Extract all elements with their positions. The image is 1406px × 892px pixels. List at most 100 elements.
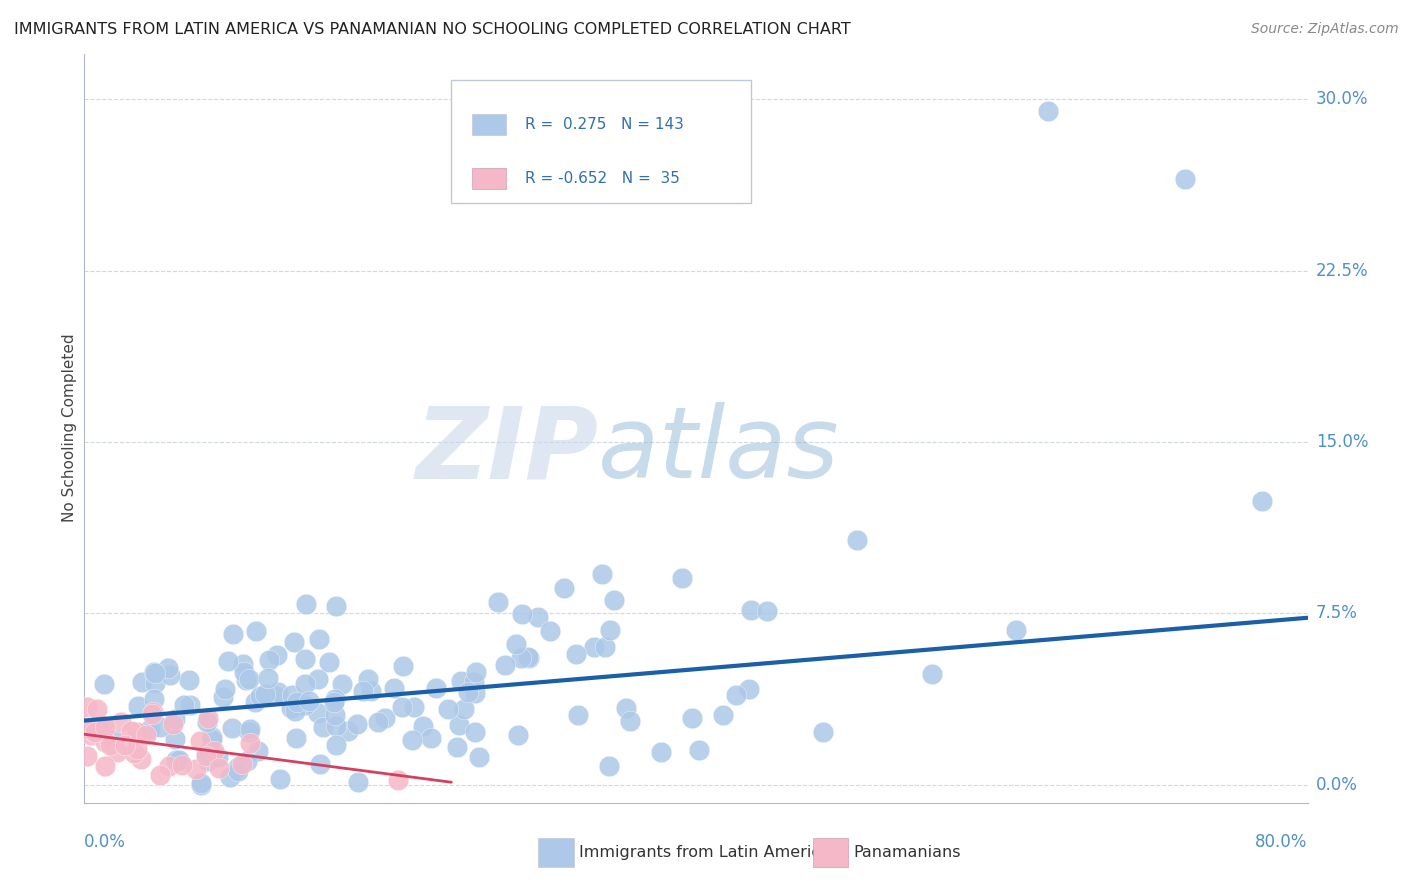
- Point: [494, 658, 516, 673]
- Point: [249, 690, 271, 704]
- Point: [298, 693, 321, 707]
- Point: [243, 694, 266, 708]
- Point: [149, 720, 172, 734]
- Point: [110, 714, 132, 729]
- Point: [246, 744, 269, 758]
- Point: [336, 724, 359, 739]
- Point: [346, 775, 368, 789]
- Point: [76, 749, 98, 764]
- Point: [256, 671, 278, 685]
- Point: [135, 729, 157, 743]
- Point: [506, 728, 529, 742]
- Point: [401, 733, 423, 747]
- Point: [1174, 172, 1197, 186]
- Point: [598, 759, 620, 773]
- Point: [465, 665, 488, 680]
- Point: [177, 673, 200, 687]
- Point: [212, 690, 235, 704]
- Point: [167, 753, 190, 767]
- Text: IMMIGRANTS FROM LATIN AMERICA VS PANAMANIAN NO SCHOOLING COMPLETED CORRELATION C: IMMIGRANTS FROM LATIN AMERICA VS PANAMAN…: [14, 22, 851, 37]
- Point: [510, 651, 533, 665]
- Point: [238, 725, 260, 739]
- Text: Source: ZipAtlas.com: Source: ZipAtlas.com: [1251, 22, 1399, 37]
- Point: [446, 739, 468, 754]
- Text: 0.0%: 0.0%: [84, 833, 127, 851]
- Text: 80.0%: 80.0%: [1256, 833, 1308, 851]
- Point: [583, 640, 606, 655]
- Point: [307, 706, 329, 720]
- Point: [157, 759, 180, 773]
- Point: [464, 686, 486, 700]
- Point: [201, 730, 224, 744]
- Point: [257, 653, 280, 667]
- Point: [188, 733, 211, 747]
- Point: [619, 714, 641, 728]
- Point: [725, 689, 748, 703]
- Point: [221, 721, 243, 735]
- Point: [740, 603, 762, 617]
- Point: [139, 722, 162, 736]
- Point: [284, 731, 307, 745]
- Point: [360, 683, 382, 698]
- Point: [94, 735, 117, 749]
- Point: [467, 750, 489, 764]
- Point: [202, 744, 225, 758]
- Point: [412, 719, 434, 733]
- Point: [263, 688, 285, 702]
- Point: [266, 648, 288, 662]
- Point: [165, 732, 187, 747]
- Point: [325, 599, 347, 614]
- Point: [738, 681, 761, 696]
- Text: 22.5%: 22.5%: [1316, 261, 1368, 279]
- Point: [245, 624, 267, 639]
- Point: [486, 595, 509, 609]
- Point: [294, 698, 316, 712]
- Point: [173, 698, 195, 712]
- Point: [239, 723, 262, 737]
- Point: [593, 640, 616, 654]
- Point: [232, 657, 254, 671]
- Point: [402, 699, 425, 714]
- Point: [599, 623, 621, 637]
- Point: [253, 687, 276, 701]
- Point: [811, 725, 834, 739]
- Point: [129, 752, 152, 766]
- Point: [921, 667, 943, 681]
- Point: [197, 754, 219, 768]
- Text: R = -0.652   N =  35: R = -0.652 N = 35: [524, 171, 679, 186]
- Point: [195, 748, 218, 763]
- FancyBboxPatch shape: [451, 79, 751, 203]
- Point: [218, 770, 240, 784]
- Point: [143, 665, 166, 680]
- Point: [184, 762, 207, 776]
- Point: [309, 756, 332, 771]
- Point: [149, 768, 172, 782]
- Point: [280, 701, 302, 715]
- Text: 15.0%: 15.0%: [1316, 433, 1368, 450]
- Point: [120, 724, 142, 739]
- Point: [357, 672, 380, 686]
- Point: [86, 702, 108, 716]
- FancyBboxPatch shape: [472, 169, 506, 189]
- Point: [226, 760, 249, 774]
- Y-axis label: No Schooling Completed: No Schooling Completed: [62, 334, 77, 523]
- Point: [450, 674, 472, 689]
- Point: [197, 744, 219, 758]
- Point: [94, 720, 117, 734]
- Point: [650, 745, 672, 759]
- Point: [195, 747, 218, 762]
- Text: 30.0%: 30.0%: [1316, 90, 1368, 108]
- Point: [591, 566, 613, 581]
- Point: [517, 651, 540, 665]
- Point: [510, 607, 533, 621]
- Point: [312, 720, 335, 734]
- Point: [1250, 494, 1272, 508]
- Point: [145, 676, 167, 690]
- Point: [322, 695, 344, 709]
- Point: [505, 637, 527, 651]
- FancyBboxPatch shape: [472, 113, 506, 135]
- Point: [457, 685, 479, 699]
- Point: [614, 701, 637, 715]
- Point: [238, 673, 260, 687]
- Point: [323, 707, 346, 722]
